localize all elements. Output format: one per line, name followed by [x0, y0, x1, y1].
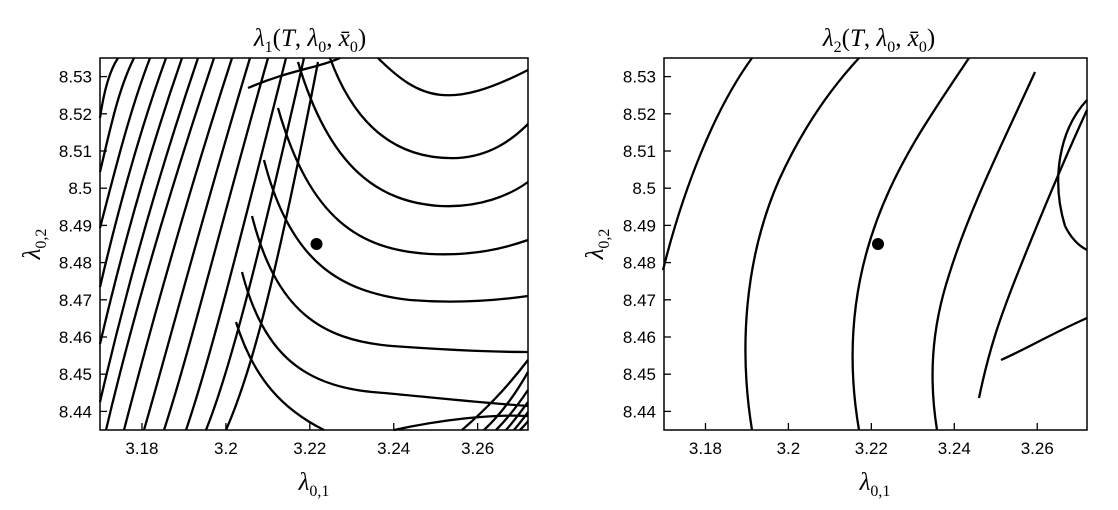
contour-chart-lambda2: λ2(T, λ0, x̄0) 3.18 3.2 3.22 3.24 3.26 8.44 8… — [559, 0, 1118, 510]
x-tick-label: 3.24 — [377, 439, 410, 458]
y-tick-label: 8.45 — [623, 365, 656, 384]
x-axis-label-1: λ0,1 — [298, 469, 330, 500]
x-tick-label: 3.2 — [214, 439, 238, 458]
y-tick-label: 8.46 — [59, 328, 92, 347]
y-axis-label-1: λ0,2 — [19, 229, 50, 261]
y-tick-label: 8.48 — [623, 254, 656, 273]
x-ticks-1: 3.18 3.2 3.22 3.24 3.26 — [125, 423, 494, 458]
x-tick-label: 3.22 — [855, 439, 888, 458]
x-axis-label-2: λ0,1 — [859, 469, 891, 500]
contour-lines-1 — [98, 56, 530, 432]
plot-frame-2 — [663, 57, 1088, 431]
y-tick-label: 8.5 — [632, 179, 656, 198]
y-ticks-2: 8.44 8.45 8.46 8.47 8.48 8.49 8.5 8.51 8.52 8.53 — [623, 68, 671, 421]
plot-frame-1 — [99, 57, 529, 431]
x-tick-label: 3.22 — [293, 439, 326, 458]
contour-plot-2: λ2(T, λ0, x̄0) 3.18 3.2 3.22 3.24 3.26 8.448… — [582, 25, 1089, 500]
y-ticks-1: 8.44 8.45 8.46 8.47 8.48 8.49 8.5 8.51 8.52 8.53 — [59, 68, 107, 421]
x-ticks-2: 3.18 3.2 3.22 3.24 3.26 — [689, 423, 1054, 458]
y-tick-label: 8.51 — [623, 142, 656, 161]
x-tick-label: 3.18 — [689, 439, 722, 458]
contour-plot-1: λ1(T, λ0, x̄0) — [19, 25, 530, 500]
y-tick-label: 8.46 — [623, 328, 656, 347]
y-axis-label-2: λ0,2 — [582, 229, 613, 261]
x-tick-label: 3.26 — [461, 439, 494, 458]
x-tick-label: 3.26 — [1021, 439, 1054, 458]
marked-point-2 — [871, 238, 884, 250]
y-tick-label: 8.49 — [623, 216, 656, 235]
y-tick-label: 8.47 — [623, 291, 656, 310]
x-tick-label: 3.2 — [777, 439, 801, 458]
marked-point-1 — [310, 238, 323, 250]
chart-title-1: λ1(T, λ0, x̄0) — [253, 25, 366, 56]
y-tick-label: 8.49 — [59, 216, 92, 235]
y-tick-label: 8.45 — [59, 365, 92, 384]
y-tick-label: 8.5 — [68, 179, 92, 198]
y-tick-label: 8.48 — [59, 254, 92, 273]
y-tick-label: 8.53 — [59, 68, 92, 87]
chart-title-2: λ2(T, λ0, x̄0) — [822, 25, 935, 56]
y-tick-label: 8.52 — [59, 105, 92, 124]
x-tick-label: 3.24 — [938, 439, 971, 458]
x-tick-label: 3.18 — [125, 439, 158, 458]
y-tick-label: 8.53 — [623, 68, 656, 87]
y-tick-label: 8.44 — [623, 402, 656, 421]
contour-lines-2 — [661, 57, 1089, 431]
contour-chart-lambda1: λ1(T, λ0, x̄0) — [19, 25, 530, 500]
y-tick-label: 8.52 — [623, 105, 656, 124]
y-tick-label: 8.47 — [59, 291, 92, 310]
y-tick-label: 8.51 — [59, 142, 92, 161]
y-tick-label: 8.44 — [59, 402, 92, 421]
